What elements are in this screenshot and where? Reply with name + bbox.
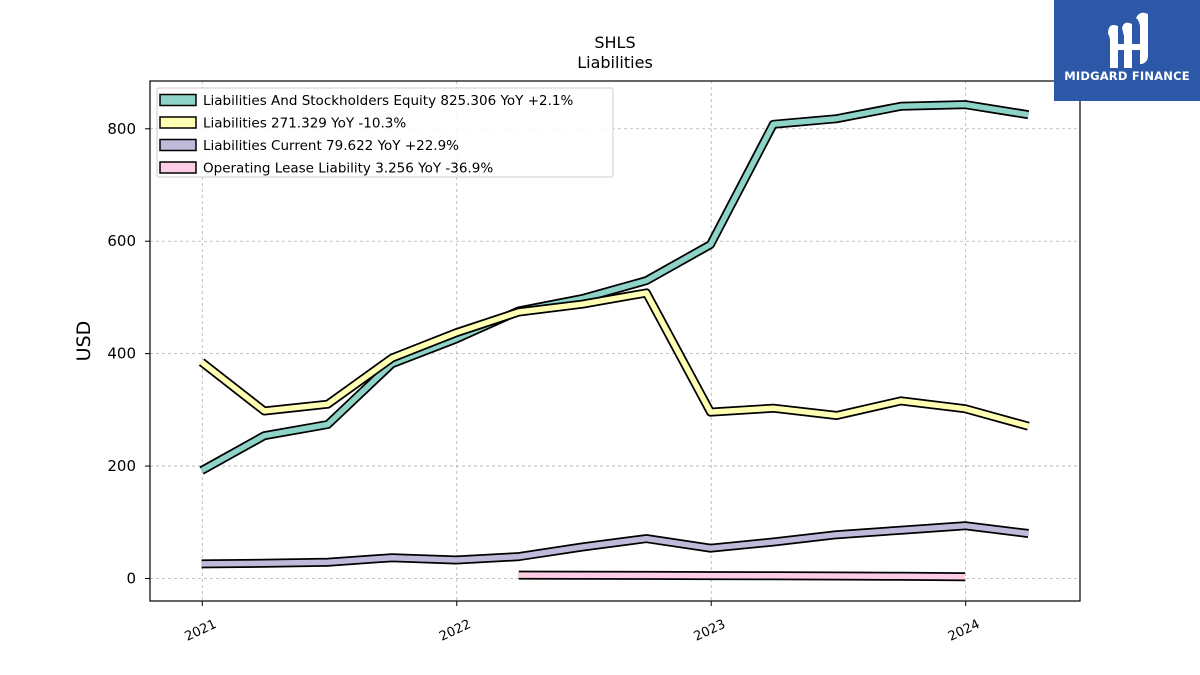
series-4 <box>518 570 966 582</box>
series-line <box>201 522 1029 567</box>
y-tick-label: 600 <box>107 232 136 250</box>
legend-label: Liabilities 271.329 YoY -10.3% <box>203 116 406 132</box>
brand-mark-icon <box>1108 12 1148 69</box>
series-1 <box>199 100 1030 475</box>
series-line <box>200 101 1029 474</box>
brand-name: MIDGARD FINANCE <box>1064 69 1190 83</box>
series-line <box>518 572 966 580</box>
series-2 <box>198 288 1030 431</box>
y-axis-label: USD <box>73 321 95 362</box>
series-line <box>199 290 1030 429</box>
x-tick-label: 2022 <box>437 617 473 645</box>
brand-logo: MIDGARD FINANCE <box>1054 0 1200 101</box>
legend-label: Operating Lease Liability 3.256 YoY -36.… <box>203 161 493 177</box>
legend-swatch <box>159 93 197 107</box>
legend: Liabilities And Stockholders Equity 825.… <box>156 87 614 178</box>
series-3 <box>201 521 1029 569</box>
y-tick-label: 400 <box>107 345 136 363</box>
x-tick-label: 2024 <box>946 617 982 645</box>
x-tick-label: 2021 <box>183 617 219 645</box>
y-tick-label: 0 <box>126 570 136 588</box>
chart-subtitle: Liabilities <box>577 53 653 72</box>
legend-swatch <box>159 116 197 129</box>
x-tick-label: 2023 <box>692 617 728 645</box>
series-group <box>198 100 1030 582</box>
y-tick-label: 800 <box>107 120 136 138</box>
legend-box <box>156 87 614 178</box>
legend-swatch <box>159 138 197 152</box>
legend-swatch <box>159 161 197 174</box>
legend-label: Liabilities Current 79.622 YoY +22.9% <box>203 138 459 154</box>
legend-label: Liabilities And Stockholders Equity 825.… <box>203 93 573 109</box>
chart-title: SHLS <box>594 33 635 52</box>
y-tick-label: 200 <box>107 457 136 475</box>
plot-frame <box>149 80 1081 602</box>
